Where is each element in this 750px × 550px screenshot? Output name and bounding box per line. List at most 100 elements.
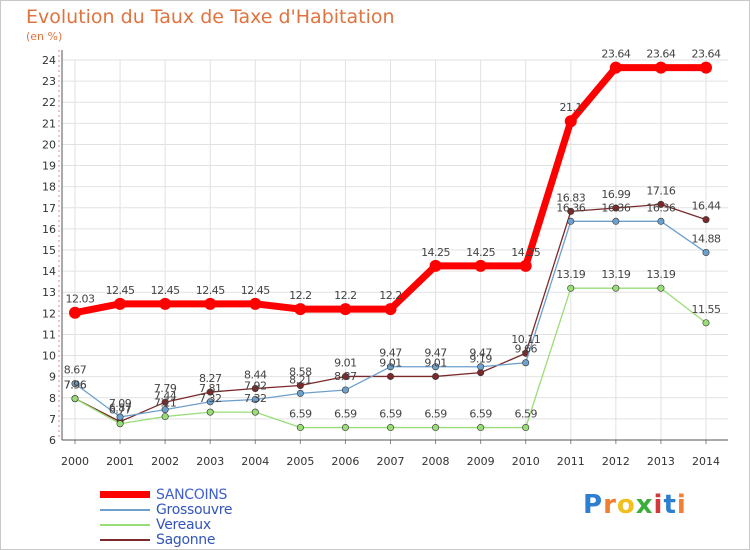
- data-point: [206, 388, 214, 396]
- y-tick-label: 21: [42, 117, 56, 130]
- data-point: [161, 406, 169, 414]
- data-point: [206, 398, 214, 406]
- data-point: [429, 259, 442, 272]
- y-tick-label: 19: [42, 160, 56, 173]
- legend-item-sancoins: SANCOINS: [100, 486, 232, 503]
- y-tick-label: 7: [49, 413, 56, 426]
- data-point: [251, 395, 259, 403]
- data-label: 9.47: [469, 347, 492, 360]
- data-label: 16.36: [556, 201, 585, 214]
- legend-label: SANCOINS: [156, 486, 228, 503]
- data-label: 9.01: [379, 356, 402, 369]
- chart-title: Evolution du Taux de Taxe d'Habitation: [26, 6, 395, 28]
- data-label: 12.03: [66, 293, 95, 306]
- data-label: 14.25: [511, 246, 540, 259]
- data-label: 16.36: [601, 201, 630, 214]
- y-tick-label: 15: [42, 244, 56, 257]
- data-label: 23.64: [601, 48, 630, 61]
- data-label: 6.59: [379, 408, 402, 421]
- data-label: 16.99: [601, 188, 630, 201]
- x-tick-label: 2006: [331, 455, 359, 468]
- y-tick-label: 9: [49, 371, 56, 384]
- y-tick-label: 14: [42, 265, 56, 278]
- data-label: 9.01: [334, 356, 357, 369]
- data-point: [296, 389, 304, 397]
- data-label: 7.96: [64, 379, 87, 392]
- data-point: [341, 386, 349, 394]
- data-point: [251, 408, 259, 416]
- data-point: [384, 303, 397, 316]
- legend-swatch: [100, 538, 150, 541]
- data-point: [432, 424, 440, 432]
- data-label: 11.55: [692, 303, 721, 316]
- data-label: 14.25: [466, 246, 495, 259]
- y-tick-label: 13: [42, 286, 56, 299]
- data-point: [386, 363, 394, 371]
- data-point: [249, 297, 262, 310]
- data-label: 10.11: [511, 333, 540, 346]
- data-label: 23.64: [692, 48, 721, 61]
- x-tick-label: 2002: [151, 455, 179, 468]
- data-label: 6.59: [334, 408, 357, 421]
- data-label: 6.77: [109, 404, 132, 417]
- data-label: 16.36: [646, 201, 675, 214]
- logo-letter: i: [653, 490, 664, 520]
- data-point: [161, 413, 169, 421]
- x-tick-label: 2001: [106, 455, 134, 468]
- data-label: 12.45: [106, 284, 135, 297]
- y-tick-label: 17: [42, 202, 56, 215]
- data-point: [609, 61, 622, 74]
- data-label: 6.59: [514, 408, 537, 421]
- legend-label: Vereaux: [156, 516, 211, 533]
- legend-item-sagonne: Sagonne: [100, 531, 232, 548]
- data-label: 12.45: [241, 284, 270, 297]
- data-label: 8.37: [334, 370, 357, 383]
- data-label: 7.44: [154, 390, 177, 403]
- data-point: [432, 372, 440, 380]
- x-tick-label: 2014: [692, 455, 720, 468]
- data-label: 17.16: [646, 184, 675, 197]
- data-point: [702, 249, 710, 257]
- data-label: 9.47: [424, 347, 447, 360]
- data-label: 12.45: [151, 284, 180, 297]
- data-label: 6.59: [424, 408, 447, 421]
- legend-swatch: [100, 491, 150, 498]
- data-label: 13.19: [556, 268, 585, 281]
- legend-item-grossouvre: Grossouvre: [100, 502, 233, 518]
- data-point: [612, 217, 620, 225]
- data-label: 13.19: [646, 268, 675, 281]
- x-tick-label: 2000: [61, 455, 89, 468]
- x-tick-label: 2010: [512, 455, 540, 468]
- legend-swatch: [100, 523, 150, 526]
- y-tick-label: 23: [42, 75, 56, 88]
- data-point: [432, 363, 440, 371]
- x-tick-label: 2004: [241, 455, 269, 468]
- y-tick-label: 10: [42, 350, 56, 363]
- proxiti-logo: Proxiti: [583, 490, 687, 520]
- data-point: [339, 303, 352, 316]
- logo-letter: x: [635, 490, 654, 520]
- data-point: [341, 372, 349, 380]
- data-point: [477, 363, 485, 371]
- data-label: 7.09: [109, 397, 132, 410]
- data-label: 6.59: [289, 408, 312, 421]
- legend-item-vereaux: Vereaux: [100, 516, 232, 533]
- data-label: 12.45: [196, 284, 225, 297]
- data-point: [386, 424, 394, 432]
- legend-label: Sagonne: [156, 531, 216, 548]
- data-point: [567, 284, 575, 292]
- data-point: [386, 372, 394, 380]
- data-point: [71, 395, 79, 403]
- data-label: 8.58: [289, 366, 312, 379]
- data-point: [116, 413, 124, 421]
- data-point: [116, 420, 124, 428]
- x-tick-label: 2005: [286, 455, 314, 468]
- data-label: 8.27: [199, 372, 222, 385]
- data-label: 7.32: [244, 392, 267, 405]
- y-tick-label: 16: [42, 223, 56, 236]
- data-point: [702, 216, 710, 224]
- data-label: 8.67: [64, 364, 87, 377]
- data-point: [612, 204, 620, 212]
- logo-letter: o: [616, 490, 636, 520]
- data-point: [206, 408, 214, 416]
